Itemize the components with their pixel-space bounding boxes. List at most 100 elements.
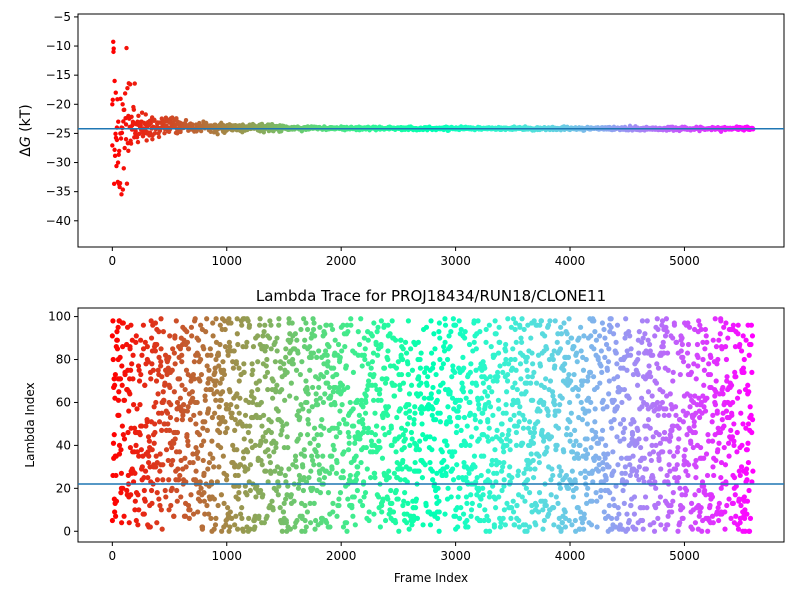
lambda-point [749,429,755,436]
lambda-point [382,380,389,386]
lambda-point [130,479,137,485]
lambda-point [611,502,618,509]
lambda-point [628,346,634,352]
lambda-point [507,479,513,485]
lambda-point [715,505,721,511]
lambda-point [672,466,679,472]
lambda-point [310,350,317,356]
lambda-point [660,449,666,455]
lambda-point [378,318,384,324]
lambda-point [217,429,223,436]
lambda-point [355,464,361,470]
lambda-point [514,423,521,429]
lambda-point [385,404,392,410]
lambda-point [443,472,449,479]
lambda-point [218,419,224,425]
lambda-point [409,436,415,442]
lambda-point [710,412,716,418]
lambda-point [157,451,163,457]
lambda-point [159,526,165,532]
lambda-point [513,442,520,448]
lambda-point [505,361,512,367]
lambda-point [667,391,673,397]
lambda-point [145,434,152,440]
lambda-point [561,449,567,455]
lambda-point [340,322,346,328]
lambda-point [165,457,171,464]
lambda-point [116,389,122,395]
lambda-point [617,522,623,528]
lambda-point [322,391,328,397]
lambda-point [360,502,366,509]
lambda-point [744,447,750,453]
lambda-point [554,442,560,448]
lambda-point [166,354,172,360]
lambda-point [634,440,640,446]
lambda-point [369,333,375,339]
delta-g-ylabel: ΔG (kT) [18,104,34,156]
lambda-point [497,363,503,369]
lambda-point [463,474,469,481]
lambda-point [749,369,755,376]
lambda-point [315,442,321,448]
delta-g-point [162,131,167,136]
lambda-point [621,436,627,442]
lambda-point [697,509,703,515]
lambda-point [357,498,363,504]
lambda-point [403,350,410,356]
lambda-point [584,436,590,442]
lambda-point [622,464,628,470]
lambda-point [365,337,371,343]
lambda-point [379,455,386,461]
lambda-point [582,474,588,481]
lambda-point [326,344,332,350]
lambda-point [157,502,163,509]
lambda-point [674,462,680,468]
lambda-point [640,335,646,341]
delta-g-point [117,180,123,186]
lambda-point [501,449,507,455]
lambda-point [692,429,698,436]
lambda-point [523,466,529,472]
lambda-point [183,367,190,373]
lambda-point [112,509,118,515]
lambda-point [315,402,321,408]
lambda-point [494,378,500,384]
lambda-point [278,432,284,438]
lambda-point [174,429,181,436]
lambda-point [256,378,263,384]
delta-g-point [190,122,195,127]
lambda-point [154,341,160,348]
lambda-trace-points [109,316,756,534]
lambda-point [555,425,562,431]
lambda-point [431,331,437,337]
lambda-point [113,498,120,504]
lambda-point [500,464,506,470]
lambda-point [618,455,625,461]
lambda-point [559,395,565,401]
lambda-point [444,442,450,448]
lambda-point [368,438,375,444]
lambda-point [636,350,642,356]
lambda-point [337,490,344,496]
lambda-point [744,466,750,472]
lambda-point [551,397,557,403]
lambda-point [263,363,269,369]
lambda-point [564,331,570,337]
lambda-point [613,339,619,345]
lambda-point [696,513,702,519]
lambda-point [476,485,482,491]
lambda-point [505,371,511,378]
lambda-point [581,378,587,384]
lambda-point [693,457,699,464]
lambda-point [525,322,531,328]
lambda-point [633,526,639,532]
lambda-point [195,455,201,461]
lambda-point [665,513,671,519]
lambda-point [128,492,134,498]
lambda-point [278,419,285,425]
delta-g-point [178,129,183,135]
lambda-point [400,380,407,386]
lambda-point [573,438,579,444]
lambda-point [585,374,591,380]
